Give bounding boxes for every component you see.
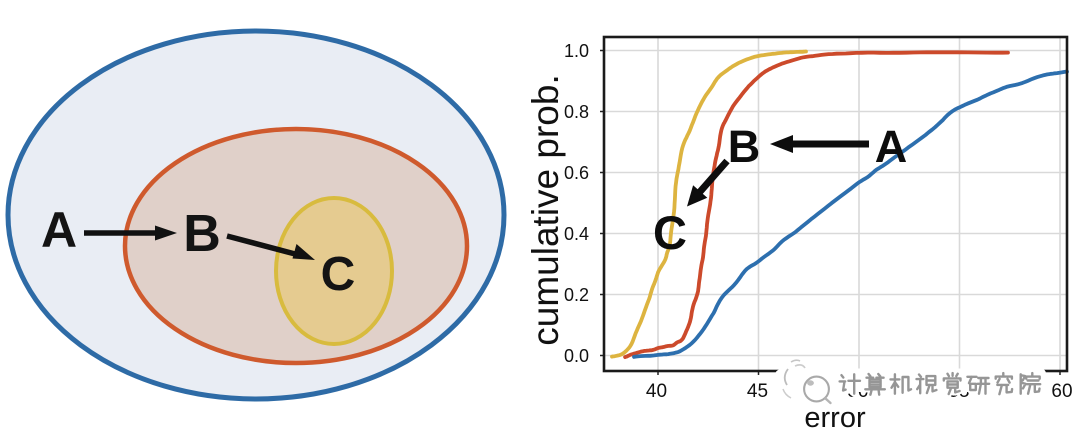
svg-text:45: 45	[747, 381, 768, 402]
svg-text:B: B	[728, 121, 761, 172]
svg-text:A: A	[875, 121, 908, 172]
svg-text:A: A	[41, 202, 77, 258]
svg-text:40: 40	[646, 381, 667, 402]
svg-text:60: 60	[1051, 381, 1072, 402]
svg-text:0.2: 0.2	[564, 285, 589, 305]
svg-text:C: C	[321, 248, 356, 301]
svg-text:0.8: 0.8	[564, 102, 589, 122]
svg-text:1.0: 1.0	[564, 41, 589, 61]
svg-text:error: error	[804, 402, 866, 432]
svg-text:cumulative prob.: cumulative prob.	[525, 74, 566, 345]
svg-text:0.6: 0.6	[564, 163, 589, 183]
svg-text:0.4: 0.4	[564, 224, 589, 244]
svg-text:C: C	[653, 206, 687, 259]
svg-text:0.0: 0.0	[564, 346, 589, 366]
svg-text:B: B	[183, 205, 221, 263]
